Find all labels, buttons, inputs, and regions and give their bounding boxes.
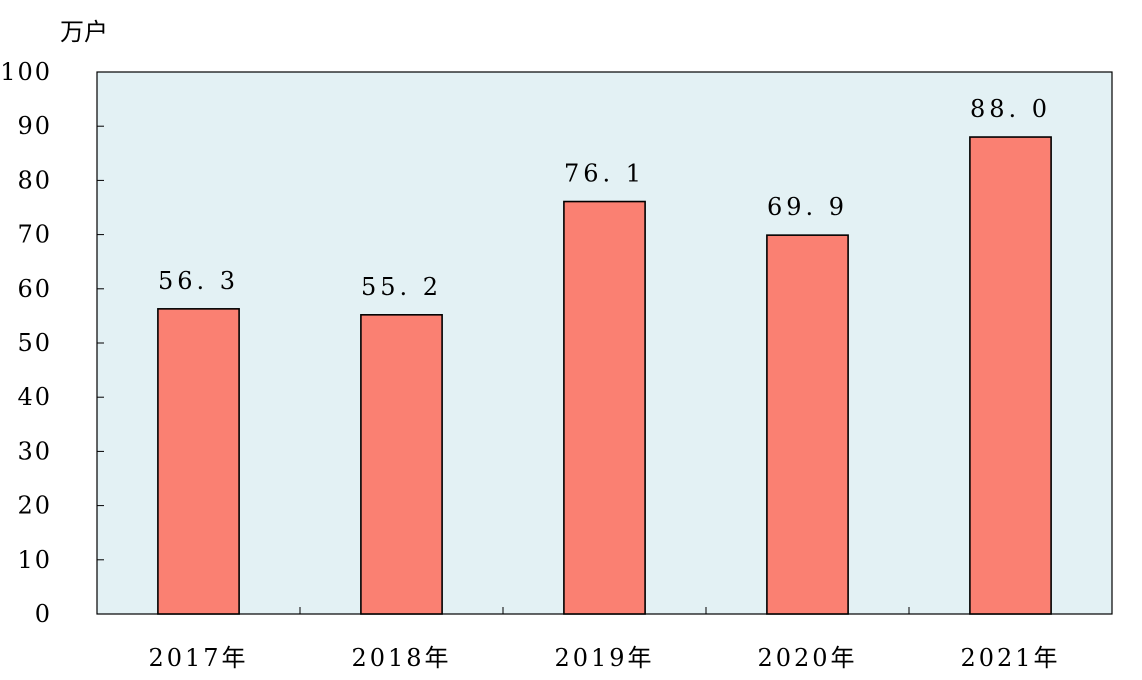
y-axis: 0 10 20 30 40 50 60 70 80 90 100 [0,58,104,628]
y-tick-label: 20 [17,492,52,520]
x-category-label: 2021年 [960,644,1060,672]
x-category-label: 2018年 [351,644,451,672]
y-tick-label: 0 [35,600,52,628]
y-tick-label: 50 [17,329,52,357]
bar-value-label: 88. 0 [970,95,1051,123]
x-category-label: 2020年 [757,644,857,672]
bar-value-label: 76. 1 [564,160,645,188]
bar [157,308,240,615]
bar [766,234,849,615]
bar-value-label: 56. 3 [158,267,239,295]
y-axis-unit-label: 万户 [60,18,108,46]
x-category-label: 2019年 [554,644,654,672]
bar-value-label: 55. 2 [361,273,442,301]
y-tick-label: 90 [17,112,52,140]
y-tick-label: 80 [17,166,52,194]
y-tick-label: 60 [17,275,52,303]
bars: 56. 3 55. 2 76. 1 69. 9 88. 0 [157,95,1052,615]
bar [563,200,646,615]
x-category-label: 2017年 [148,644,248,672]
y-tick-label: 30 [17,437,52,465]
bar [969,136,1052,615]
y-tick-label: 70 [17,221,52,249]
bar [360,314,443,615]
y-tick-label: 40 [17,383,52,411]
bar-value-label: 69. 9 [767,193,848,221]
y-tick-label: 10 [17,546,52,574]
x-axis: 2017年 2018年 2019年 2020年 2021年 [148,607,1060,672]
y-tick-label: 100 [0,58,52,86]
